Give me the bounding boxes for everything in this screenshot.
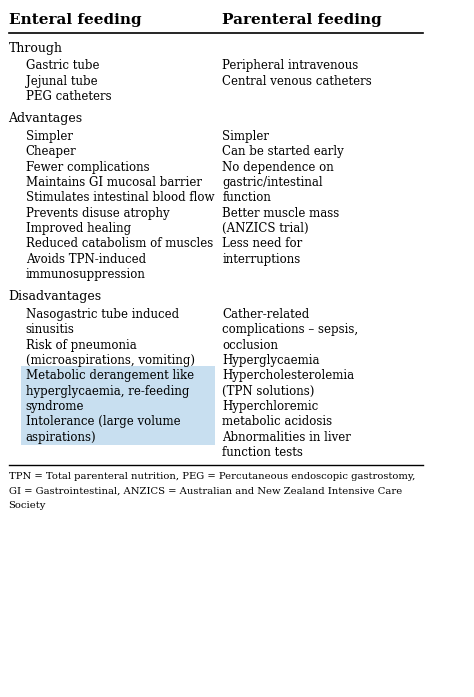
Text: sinusitis: sinusitis [26,323,74,336]
Text: GI = Gastrointestinal, ANZICS = Australian and New Zealand Intensive Care: GI = Gastrointestinal, ANZICS = Australi… [9,487,402,496]
Text: Society: Society [9,502,46,510]
Text: metabolic acidosis: metabolic acidosis [222,415,332,428]
Text: (microaspirations, vomiting): (microaspirations, vomiting) [26,354,195,367]
Text: Hyperglycaemia: Hyperglycaemia [222,354,320,367]
Text: Central venous catheters: Central venous catheters [222,75,372,88]
Text: Fewer complications: Fewer complications [26,160,149,174]
Text: Hyperchloremic: Hyperchloremic [222,400,319,413]
Text: Less need for: Less need for [222,237,302,250]
Text: (ANZICS trial): (ANZICS trial) [222,222,309,235]
Text: Enteral feeding: Enteral feeding [9,13,141,26]
Text: gastric/intestinal: gastric/intestinal [222,176,323,189]
Text: Cheaper: Cheaper [26,145,76,158]
Bar [20,412,215,445]
Text: Gastric tube: Gastric tube [26,59,99,72]
Text: (TPN solutions): (TPN solutions) [222,385,315,397]
Bar [20,366,215,415]
Text: interruptions: interruptions [222,252,301,266]
Text: Disadvantages: Disadvantages [9,290,102,303]
Text: aspirations): aspirations) [26,431,96,443]
Text: Can be started early: Can be started early [222,145,344,158]
Text: Jejunal tube: Jejunal tube [26,75,97,88]
Text: Maintains GI mucosal barrier: Maintains GI mucosal barrier [26,176,201,189]
Text: function: function [222,191,271,204]
Text: occlusion: occlusion [222,339,278,351]
Text: Reduced catabolism of muscles: Reduced catabolism of muscles [26,237,213,250]
Text: Advantages: Advantages [9,112,82,125]
Text: Simpler: Simpler [222,130,269,143]
Text: Risk of pneumonia: Risk of pneumonia [26,339,137,351]
Text: Cather-related: Cather-related [222,308,310,321]
Text: syndrome: syndrome [26,400,84,413]
Text: Parenteral feeding: Parenteral feeding [222,13,382,26]
Text: Nasogastric tube induced: Nasogastric tube induced [26,308,179,321]
Text: PEG catheters: PEG catheters [26,90,111,103]
Text: Improved healing: Improved healing [26,222,131,235]
Text: Prevents disuse atrophy: Prevents disuse atrophy [26,206,169,220]
Text: Peripheral intravenous: Peripheral intravenous [222,59,359,72]
Text: Hypercholesterolemia: Hypercholesterolemia [222,369,355,382]
Text: complications – sepsis,: complications – sepsis, [222,323,358,336]
Text: function tests: function tests [222,446,303,459]
Text: Avoids TPN-induced: Avoids TPN-induced [26,252,146,266]
Text: TPN = Total parenteral nutrition, PEG = Percutaneous endoscopic gastrostomy,: TPN = Total parenteral nutrition, PEG = … [9,473,415,482]
Text: Intolerance (large volume: Intolerance (large volume [26,415,180,428]
Text: immunosuppression: immunosuppression [26,268,146,281]
Text: Better muscle mass: Better muscle mass [222,206,339,220]
Text: Through: Through [9,42,63,54]
Text: No dependence on: No dependence on [222,160,334,174]
Text: Stimulates intestinal blood flow: Stimulates intestinal blood flow [26,191,214,204]
Text: Simpler: Simpler [26,130,73,143]
Text: Abnormalities in liver: Abnormalities in liver [222,431,351,443]
Text: Metabolic derangement like: Metabolic derangement like [26,369,194,382]
Text: hyperglycaemia, re-feeding: hyperglycaemia, re-feeding [26,385,189,397]
